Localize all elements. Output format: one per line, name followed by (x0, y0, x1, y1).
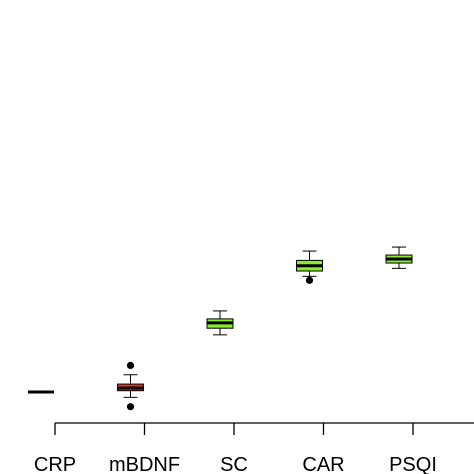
boxes (28, 246, 413, 411)
outlier-point (126, 361, 135, 370)
x-tick-label: CAR (302, 454, 344, 474)
box-car (296, 250, 323, 284)
outlier-point (126, 403, 135, 411)
x-axis-tick-labels: CRPmBDNFSCCARPSQIH (34, 454, 437, 474)
box-sc (206, 310, 234, 336)
x-tick-label: PSQI (389, 454, 437, 474)
outlier-point (305, 276, 314, 284)
box-mbdnf (117, 361, 144, 411)
x-tick-label: CRP (34, 454, 76, 474)
x-axis-ticks (54, 423, 414, 435)
box-psqi (385, 246, 413, 269)
x-tick-label: SC (220, 454, 248, 474)
x-tick-label: mBDNF (109, 454, 180, 474)
